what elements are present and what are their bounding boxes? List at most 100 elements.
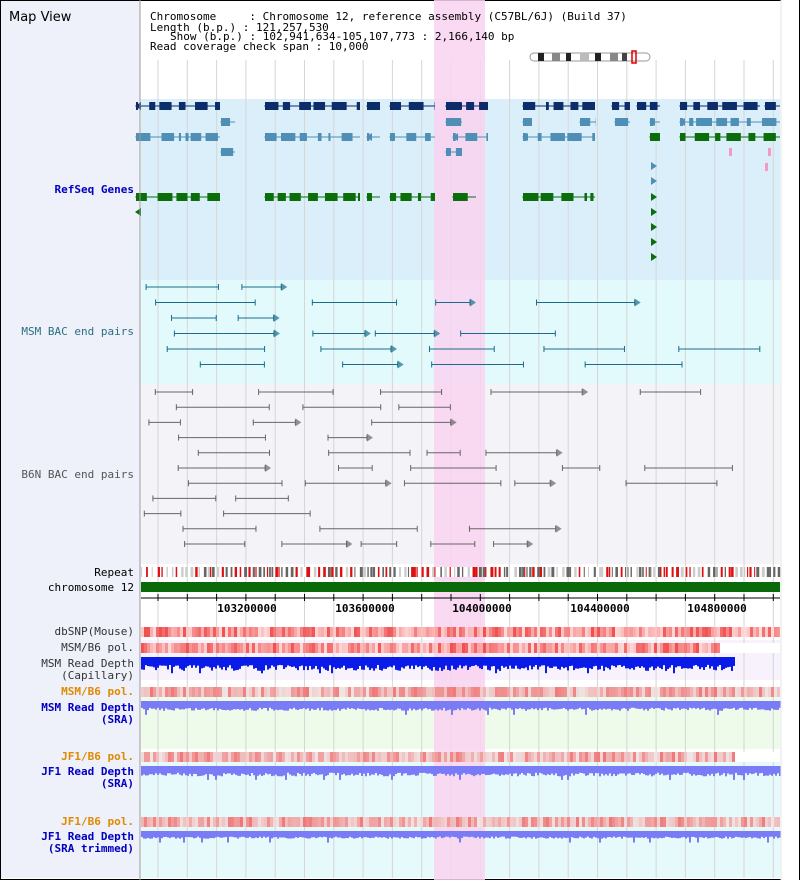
heatmap-cell — [165, 643, 168, 653]
gene-exon — [696, 118, 713, 126]
heatmap-cell — [234, 817, 237, 827]
heatmap-cell — [495, 627, 498, 637]
repeat-element — [225, 567, 228, 577]
heatmap-cell — [546, 752, 549, 762]
repeat-element — [216, 567, 220, 577]
heatmap-cell — [492, 643, 495, 653]
depth-bar — [671, 657, 673, 666]
heatmap-cell — [465, 687, 468, 697]
depth-bar — [635, 831, 637, 838]
depth-bar — [461, 701, 463, 709]
depth-bar — [415, 766, 417, 776]
heatmap-cell — [141, 627, 144, 637]
msm-depth-capillary-label[interactable]: MSM Read Depth — [41, 657, 134, 670]
depth-bar — [361, 701, 363, 710]
bac-end-arrow — [281, 283, 288, 291]
depth-bar — [377, 657, 379, 665]
depth-bar — [247, 657, 249, 667]
depth-bar — [331, 831, 333, 839]
depth-bar — [315, 657, 317, 666]
heatmap-cell — [195, 752, 198, 762]
heatmap-cell — [231, 687, 234, 697]
heatmap-cell — [360, 627, 363, 637]
depth-bar — [267, 766, 269, 775]
heatmap-cell — [282, 643, 285, 653]
depth-bar — [437, 766, 439, 774]
heatmap-cell — [534, 627, 537, 637]
depth-bar — [333, 701, 335, 710]
depth-bar — [305, 701, 307, 710]
heatmap-cell — [168, 687, 171, 697]
depth-bar — [357, 831, 359, 838]
depth-bar — [211, 766, 213, 775]
depth-bar — [431, 831, 433, 837]
heatmap-cell — [489, 627, 492, 637]
heatmap-cell — [498, 627, 501, 637]
heatmap-cell — [348, 752, 351, 762]
depth-bar — [231, 831, 233, 837]
gene-exon — [324, 193, 338, 201]
heatmap-cell — [216, 627, 219, 637]
depth-bar — [205, 657, 207, 667]
heatmap-cell — [666, 752, 669, 762]
heatmap-cell — [600, 752, 603, 762]
depth-bar — [745, 701, 747, 710]
depth-bar — [701, 657, 703, 668]
heatmap-cell — [477, 817, 480, 827]
depth-bar — [425, 701, 427, 709]
heatmap-cell — [588, 627, 591, 637]
heatmap-cell — [414, 627, 417, 637]
gene-exon — [367, 102, 380, 110]
repeat-element — [203, 567, 207, 577]
depth-bar — [171, 831, 173, 838]
msm-b6-pol-label-2[interactable]: MSM/B6 pol. — [61, 685, 134, 698]
heatmap-cell — [639, 687, 642, 697]
depth-bar — [613, 831, 615, 837]
refseq-genes-label[interactable]: RefSeq Genes — [54, 183, 134, 196]
heatmap-cell — [159, 687, 162, 697]
heatmap-cell — [612, 817, 615, 827]
heatmap-cell — [345, 627, 348, 637]
gene-exon — [455, 148, 462, 156]
jf1-depth-trim-label[interactable]: JF1 Read Depth — [41, 830, 134, 843]
heatmap-cell — [459, 687, 462, 697]
heatmap-cell — [642, 752, 645, 762]
msm-bac-end-pairs-label[interactable]: MSM BAC end pairs — [21, 325, 134, 338]
depth-bar — [263, 701, 265, 708]
heatmap-cell — [252, 687, 255, 697]
depth-bar — [603, 701, 605, 709]
depth-bar — [505, 766, 507, 775]
depth-bar — [565, 701, 567, 710]
depth-bar — [349, 701, 351, 710]
dbsnp-label[interactable]: dbSNP(Mouse) — [54, 625, 134, 638]
gene-exon — [157, 193, 173, 201]
depth-bar — [725, 657, 727, 668]
depth-bar — [187, 766, 189, 776]
msm-b6-pol-label[interactable]: MSM/B6 pol. — [61, 641, 134, 654]
depth-bar — [421, 701, 423, 711]
depth-bar — [513, 766, 515, 774]
depth-bar — [639, 831, 641, 838]
heatmap-cell — [249, 817, 252, 827]
depth-bar — [371, 831, 373, 838]
ideogram-band — [622, 53, 627, 61]
jf1-b6-pol-label-2[interactable]: JF1/B6 pol. — [61, 815, 134, 828]
heatmap-cell — [486, 627, 489, 637]
b6n-bac-end-pairs-label[interactable]: B6N BAC end pairs — [21, 468, 134, 481]
heatmap-cell — [678, 627, 681, 637]
depth-bar — [757, 766, 759, 776]
repeat-element — [281, 567, 283, 577]
msm-depth-sra-label[interactable]: MSM Read Depth — [41, 701, 134, 714]
jf1-b6-pol-label[interactable]: JF1/B6 pol. — [61, 750, 134, 763]
heatmap-cell — [474, 627, 477, 637]
depth-bar — [201, 831, 203, 843]
depth-bar — [307, 766, 309, 775]
depth-bar — [717, 831, 719, 838]
heatmap-cell — [279, 627, 282, 637]
depth-bar — [277, 701, 279, 711]
heatmap-cell — [159, 752, 162, 762]
depth-bar — [513, 657, 515, 669]
jf1-depth-sra-label[interactable]: JF1 Read Depth — [41, 765, 134, 778]
gene-exon — [161, 133, 175, 141]
